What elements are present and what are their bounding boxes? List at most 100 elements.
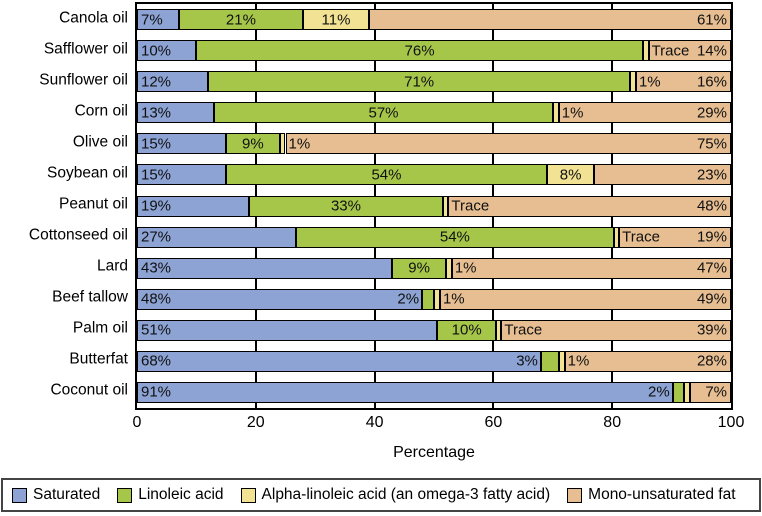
bar-segment-alpha-linoleic	[643, 40, 649, 62]
bar-segment-mono-unsaturated	[564, 350, 731, 372]
category-label: Corn oil	[74, 102, 128, 120]
bar-row: 43% 9% 1% 47%	[137, 257, 731, 279]
x-tick-label: 80	[603, 414, 622, 431]
bar-segment-mono-unsaturated	[285, 133, 731, 155]
legend: Saturated Linoleic acid Alpha-linoleic aci…	[1, 478, 761, 512]
bar-value-label: 10%	[141, 42, 172, 60]
bar-value-label: 3%	[516, 352, 538, 370]
legend-item: Linoleic acid	[117, 486, 224, 504]
bar-segment-mono-unsaturated	[451, 257, 731, 279]
bar-row: 13% 57% 1% 29%	[137, 102, 731, 124]
bar-segment-mono-unsaturated	[368, 9, 731, 31]
legend-label: Mono-unsaturated fat	[588, 486, 736, 504]
bar-value-label: 13%	[141, 104, 172, 122]
legend-label: Saturated	[33, 486, 101, 504]
bar-value-label: 27%	[141, 228, 172, 246]
legend-swatch-icon	[12, 487, 27, 503]
bar-value-label: 1%	[567, 352, 590, 370]
bar-segment-saturated	[137, 164, 227, 186]
x-axis-ticks: 0 20 40 60 80 100	[0, 415, 762, 435]
bar-row: 27% 54% Trace 19%	[137, 226, 731, 248]
bar-value-label: 1%	[288, 135, 311, 153]
category-label: Lard	[96, 257, 128, 275]
category-label: Palm oil	[72, 319, 128, 337]
bar-segment-linoleic	[208, 71, 630, 93]
bar-row: 7% 21% 11% 61%	[137, 9, 731, 31]
bar-segment-saturated	[137, 288, 423, 310]
bar-segment-linoleic	[248, 195, 444, 217]
bar-segment-saturated	[137, 350, 541, 372]
bar-segment-saturated	[137, 226, 296, 248]
category-label: Butterfat	[69, 350, 128, 368]
bar-segment-alpha-linoleic	[445, 257, 452, 279]
bar-segment-mono-unsaturated	[619, 226, 731, 248]
bar-value-label: 39%	[696, 321, 727, 339]
bar-value-label: 1%	[561, 104, 584, 122]
x-tick-label: 0	[132, 414, 142, 431]
bar-value-label: 28%	[696, 352, 727, 370]
bar-segment-mono-unsaturated	[558, 102, 731, 124]
bar-segment-linoleic	[392, 257, 446, 279]
bar-segment-mono-unsaturated	[594, 164, 731, 186]
bar-value-label: 49%	[696, 290, 727, 308]
bar-segment-mono-unsaturated	[635, 71, 731, 93]
bar-row: 15% 9% 1% 75%	[137, 133, 731, 155]
category-label: Coconut oil	[50, 381, 128, 399]
bar-row: 15% 54% 8% 23%	[137, 164, 731, 186]
bar-segment-linoleic	[540, 350, 559, 372]
bar-segment-alpha-linoleic	[434, 288, 440, 310]
bar-segment-alpha-linoleic	[552, 102, 559, 124]
category-label: Beef tallow	[52, 288, 128, 306]
bar-value-label: 48%	[696, 197, 727, 215]
bar-value-label: 68%	[141, 352, 172, 370]
bar-value-label: Trace	[504, 321, 543, 339]
bar-value-label: Trace	[451, 197, 490, 215]
legend-swatch-icon	[117, 487, 133, 503]
legend-label: Linoleic acid	[138, 486, 224, 504]
bar-segment-linoleic	[178, 9, 304, 31]
bar-segment-linoleic	[437, 319, 497, 341]
bar-value-label: 29%	[696, 104, 727, 122]
category-axis: Canola oil Safflower oil Sunflower oil Corn…	[0, 2, 128, 406]
bar-segment-alpha-linoleic	[443, 195, 449, 217]
bar-row: 68% 3% 1% 28%	[137, 350, 731, 372]
legend-item: Mono-unsaturated fat	[567, 486, 736, 504]
bar-segment-linoleic	[422, 288, 434, 310]
bar-value-label: 14%	[696, 42, 727, 60]
bar-value-label: 54%	[371, 166, 402, 184]
bar-value-label: 2%	[648, 383, 670, 401]
bar-segment-mono-unsaturated	[501, 319, 731, 341]
x-axis-label: Percentage	[393, 444, 475, 461]
bar-segment-alpha-linoleic	[613, 226, 620, 248]
legend-item: Alpha-linoleic acid (an omega-3 fatty ac…	[240, 487, 550, 503]
bar-value-label: 51%	[141, 321, 172, 339]
bar-segment-linoleic	[226, 164, 547, 186]
bar-value-label: 19%	[696, 228, 727, 246]
bar-segment-saturated	[137, 40, 196, 62]
bar-value-label: 1%	[442, 290, 465, 308]
bar-row: 91% 2% 7%	[137, 381, 731, 403]
x-tick-label: 40	[365, 414, 384, 431]
bar-value-label: 8%	[559, 166, 582, 184]
bar-segment-saturated	[137, 195, 249, 217]
category-label: Olive oil	[72, 133, 128, 151]
category-label: Soybean oil	[46, 164, 128, 182]
bar-value-label: 15%	[141, 135, 172, 153]
bar-value-label: 1%	[638, 73, 661, 91]
bar-segment-linoleic	[214, 102, 553, 124]
category-label: Peanut oil	[59, 195, 128, 213]
legend-item: Saturated	[12, 487, 100, 503]
bar-segment-alpha-linoleic	[496, 319, 502, 341]
bar-value-label: 43%	[141, 259, 172, 277]
bar-row: 51% 10% Trace 39%	[137, 319, 731, 341]
bar-value-label: 91%	[141, 383, 172, 401]
bar-segment-mono-unsaturated	[448, 195, 731, 217]
bar-segment-saturated	[137, 319, 438, 341]
bar-row: 10% 76% Trace 14%	[137, 40, 731, 62]
bar-value-label: 15%	[141, 166, 172, 184]
x-tick-label: 100	[717, 414, 745, 431]
category-label: Safflower oil	[43, 39, 128, 57]
bar-value-label: 75%	[696, 135, 727, 153]
bar-segment-alpha-linoleic	[546, 164, 595, 186]
